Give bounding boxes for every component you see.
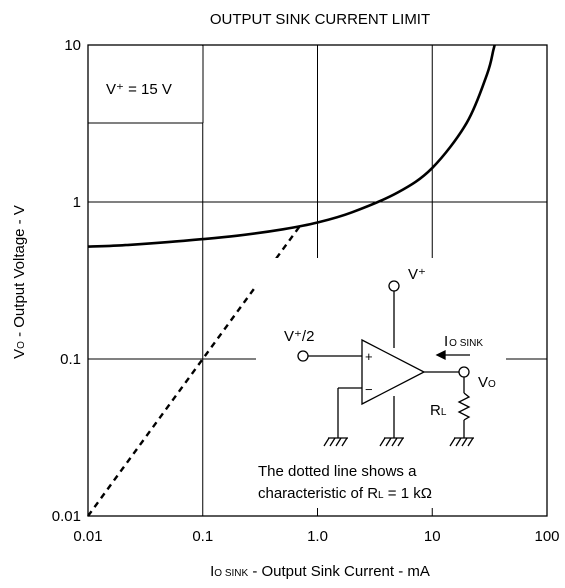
x-tick-label: 100 [534,528,559,545]
opamp-minus-sign: − [365,382,373,397]
x-tick-label: 0.01 [73,528,102,545]
vo-terminal [458,366,470,378]
y-tick-label: 0.01 [52,508,81,525]
rl-resistor [457,392,471,421]
ground-hatch [385,437,392,447]
opamp-triangle [361,338,426,406]
vo-label: VO [478,374,496,391]
x-tick-label: 1.0 [307,528,328,545]
rl-label: RL [430,402,447,419]
chart-title: OUTPUT SINK CURRENT LIMIT [210,11,430,28]
ground-symbols [323,437,474,447]
isink-label: IO SINK [444,333,483,350]
schematic-vhalf-label: V⁺/2 [284,328,314,345]
x-axis-label: IO SINK - Output Sink Current - mA [210,563,430,580]
note-line-2: characteristic of RL = 1 kΩ [258,485,432,502]
y-tick-label: 1 [73,194,81,211]
y-axis-label: VO - Output Voltage - V [11,205,28,359]
y-tick-labels: 0.01 0.1 1 10 [52,37,81,525]
supply-label-box [89,46,203,123]
ground-hatch [379,437,386,447]
vhalf-terminal [297,350,309,362]
x-tick-label: 0.1 [192,528,213,545]
ground-hatch [323,437,330,447]
note-line-1: The dotted line shows a [258,463,417,480]
ground-hatch [397,437,404,447]
supply-label: V⁺ = 15 V [106,81,172,98]
ground-hatch [455,437,462,447]
y-tick-label: 10 [64,37,81,54]
y-tick-label: 0.1 [60,351,81,368]
opamp-plus-sign: + [365,349,373,364]
isink-arrow-head [435,349,446,361]
x-tick-label: 10 [424,528,441,545]
ground-hatch [449,437,456,447]
ground-hatch [391,437,398,447]
ground-hatch [467,437,474,447]
x-tick-labels: 0.01 0.1 1.0 10 100 [73,528,559,545]
ground-hatch [329,437,336,447]
ground-hatch [341,437,348,447]
vplus-terminal [388,280,400,292]
ground-hatch [461,437,468,447]
schematic-vplus-label: V⁺ [408,266,426,283]
ground-hatch [335,437,342,447]
series-line-solid [87,44,496,248]
schematic [297,280,474,447]
